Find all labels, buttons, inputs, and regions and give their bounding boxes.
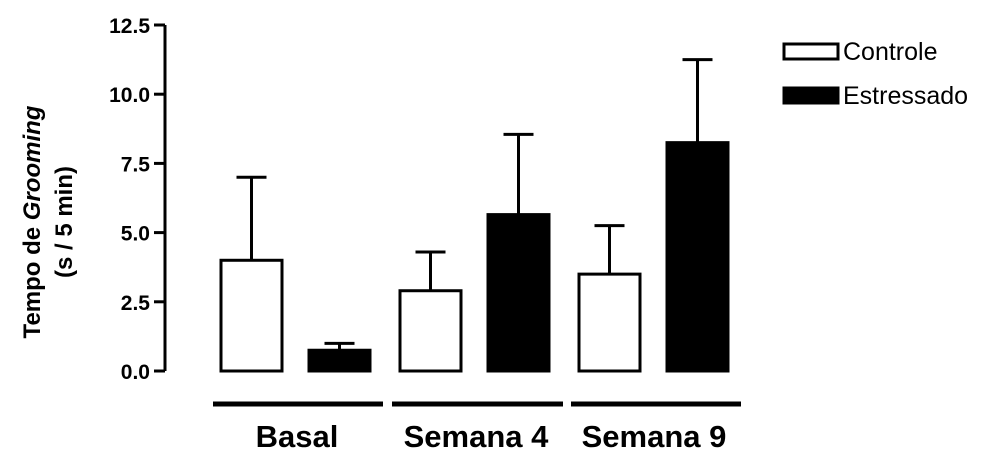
group-label: Semana 4 xyxy=(404,419,550,454)
legend-label: Estressado xyxy=(843,82,968,110)
bars xyxy=(219,141,730,373)
bar-estressado-2 xyxy=(665,141,730,373)
legend-swatch-estressado xyxy=(782,86,840,105)
y-tick-label: 5.0 xyxy=(121,223,150,246)
y-tick-labels: 0.0 2.5 5.0 7.5 10.0 12.5 xyxy=(109,15,150,384)
group-labels: Basal Semana 4 Semana 9 xyxy=(256,419,727,454)
bar-controle-0 xyxy=(219,258,284,373)
bar-estressado-1 xyxy=(486,213,551,373)
group-label: Basal xyxy=(256,419,339,454)
y-tick-label: 10.0 xyxy=(109,84,150,107)
y-axis-unit-label: (s / 5 min) xyxy=(51,166,78,278)
y-tick-label: 2.5 xyxy=(121,292,151,315)
bar-controle-1 xyxy=(398,289,463,373)
y-axis-label: Tempo de Grooming xyxy=(19,105,46,338)
bar-controle-2 xyxy=(577,272,642,373)
error-bars xyxy=(236,58,713,351)
group-label: Semana 9 xyxy=(582,419,727,454)
legend: Controle Estressado xyxy=(782,38,968,110)
y-tick-label: 12.5 xyxy=(109,15,150,38)
y-tick-label: 0.0 xyxy=(121,361,150,384)
legend-label: Controle xyxy=(843,38,938,66)
y-tick-label: 7.5 xyxy=(121,153,151,176)
y-axis xyxy=(154,23,167,373)
bar-estressado-0 xyxy=(307,348,372,373)
legend-swatch-controle xyxy=(782,42,840,61)
